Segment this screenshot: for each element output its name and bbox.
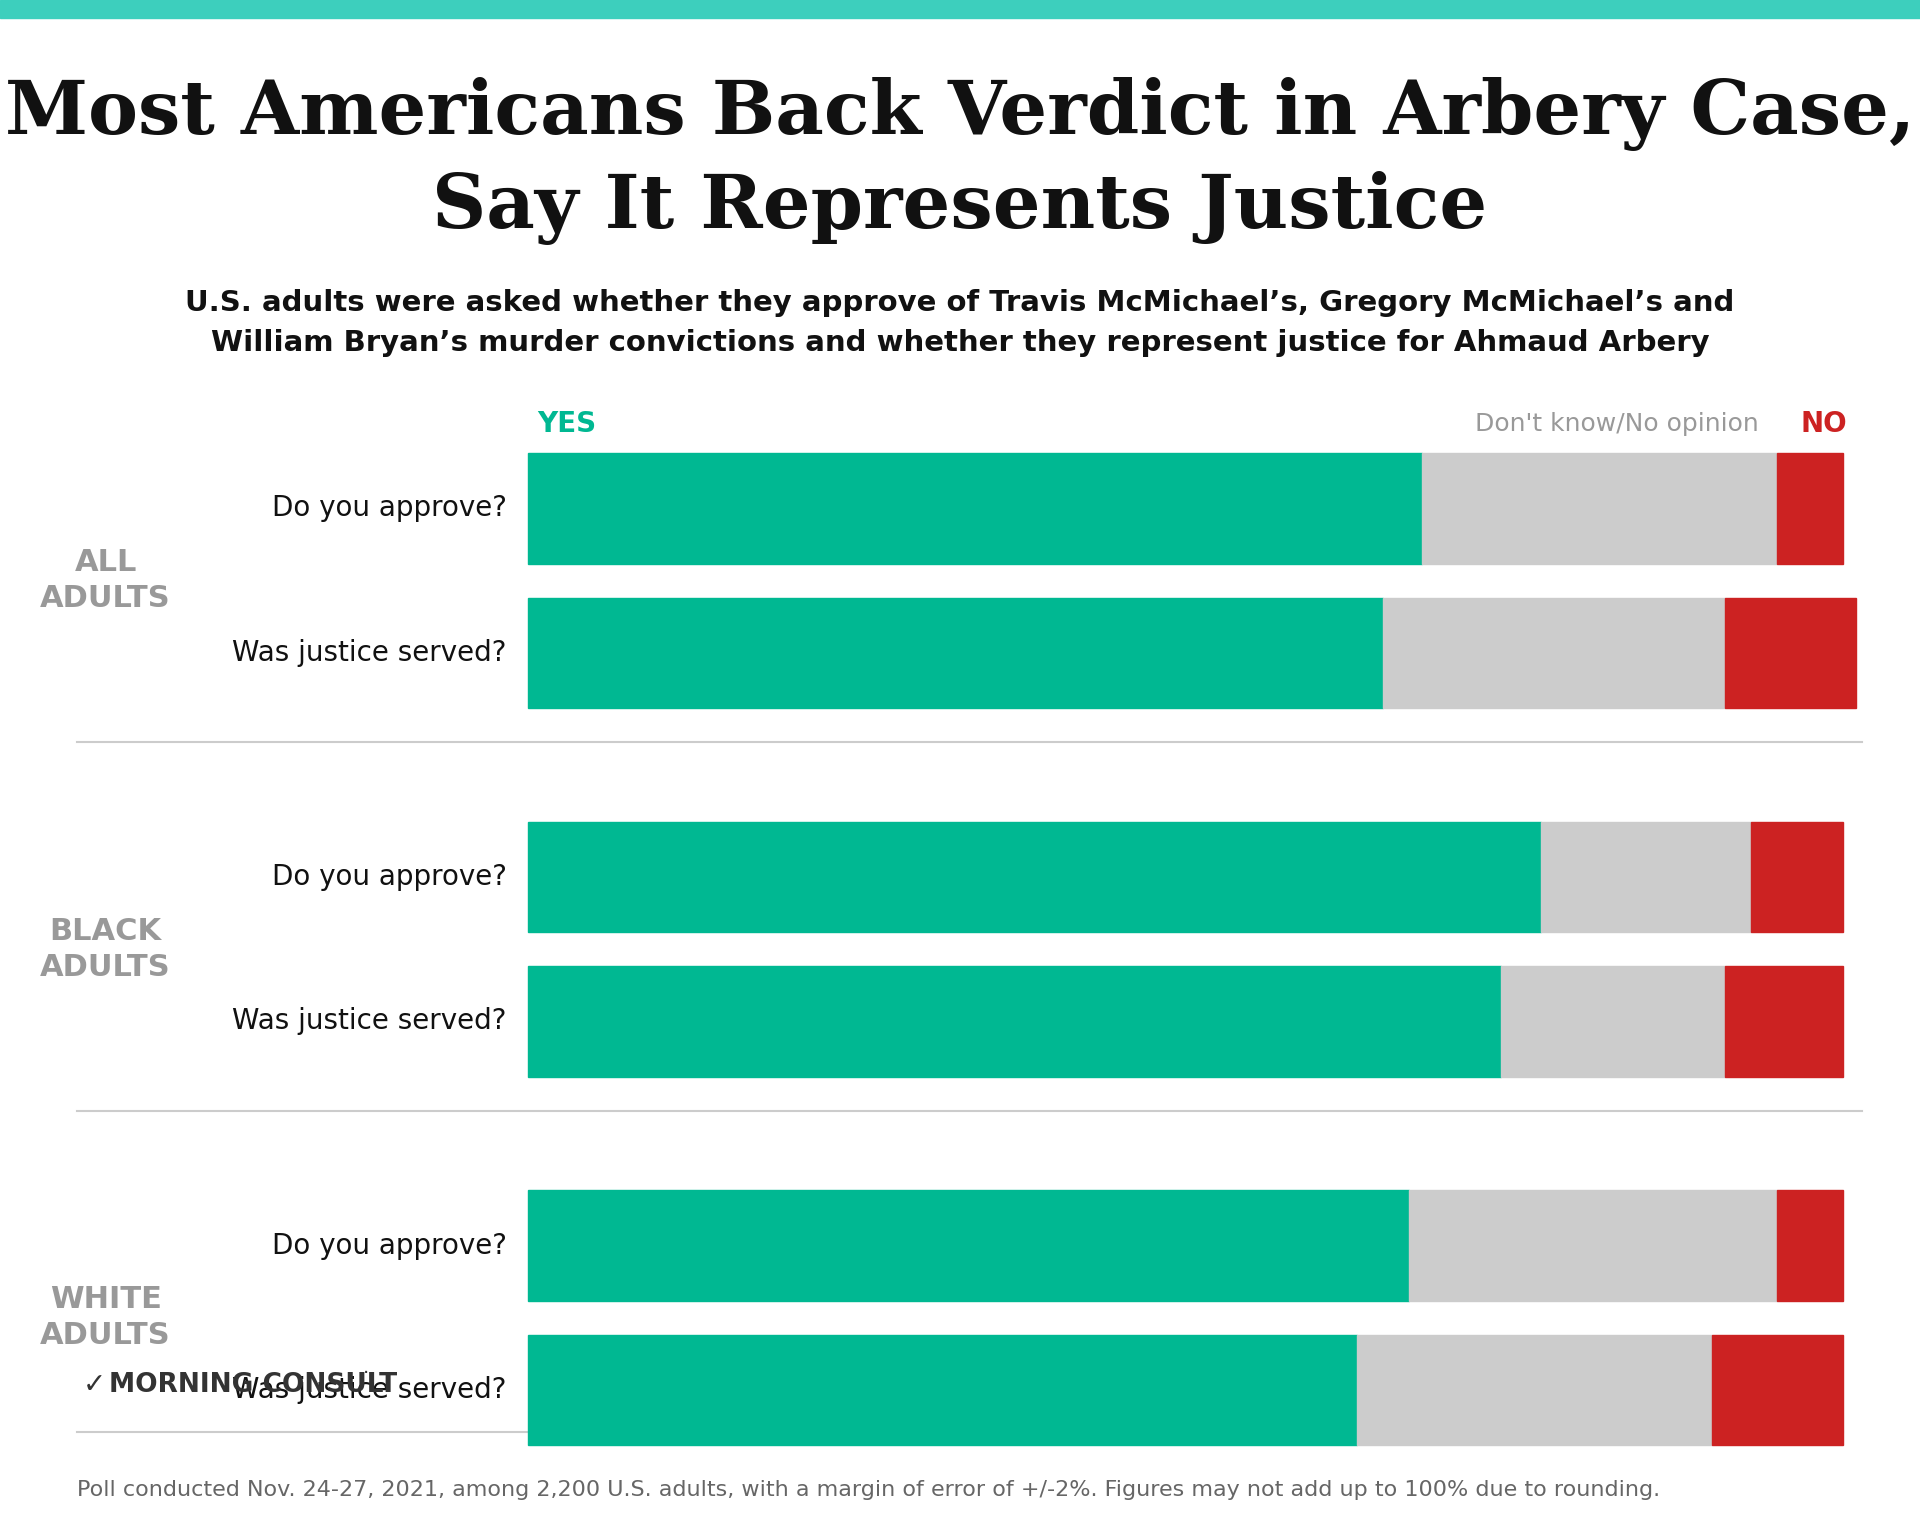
Bar (1711, 1335, 1843, 1445)
Text: 77%: 77% (989, 859, 1079, 895)
Text: 7%: 7% (1768, 860, 1826, 894)
Text: Most Americans Back Verdict in Arbery Case,
Say It Represents Justice: Most Americans Back Verdict in Arbery Ca… (6, 77, 1914, 246)
Text: Was justice served?: Was justice served? (232, 639, 507, 667)
Text: U.S. adults were asked whether they approve of Travis McMichael’s, Gregory McMic: U.S. adults were asked whether they appr… (186, 289, 1734, 356)
Text: Do you approve?: Do you approve? (273, 495, 507, 522)
Text: 9%: 9% (1755, 1005, 1814, 1038)
Text: 17%: 17% (1571, 1005, 1655, 1038)
Text: 27%: 27% (1492, 1373, 1576, 1407)
Text: WHITE
ADULTS: WHITE ADULTS (40, 1286, 171, 1350)
Bar (1751, 822, 1843, 932)
Text: 65%: 65% (910, 634, 1000, 671)
Bar (0, 0, 1920, 18)
Text: 26%: 26% (1513, 636, 1596, 670)
Bar (1724, 598, 1857, 708)
Bar (528, 453, 1423, 564)
Text: 68%: 68% (929, 490, 1020, 527)
Bar (1501, 966, 1724, 1077)
Bar (1724, 966, 1843, 1077)
Bar (1423, 453, 1778, 564)
Text: YES: YES (538, 410, 597, 438)
Text: 28%: 28% (1551, 1229, 1634, 1263)
Text: 5%: 5% (1782, 1229, 1839, 1263)
Bar (1409, 1190, 1778, 1301)
Bar (528, 1190, 1409, 1301)
Bar (528, 966, 1501, 1077)
Text: Don't know/No opinion: Don't know/No opinion (1475, 412, 1759, 436)
Text: Was justice served?: Was justice served? (232, 1008, 507, 1035)
Text: ·: · (363, 1364, 369, 1382)
Bar (528, 598, 1382, 708)
Text: MORNING CONSULT: MORNING CONSULT (109, 1373, 397, 1398)
Text: NO: NO (1801, 410, 1847, 438)
Bar (1357, 1335, 1711, 1445)
Text: 10%: 10% (1749, 636, 1832, 670)
Bar (528, 1335, 1357, 1445)
Text: 16%: 16% (1605, 860, 1688, 894)
Text: 67%: 67% (924, 1227, 1014, 1264)
Text: 63%: 63% (897, 1372, 987, 1409)
Text: BLACK
ADULTS: BLACK ADULTS (40, 917, 171, 982)
Text: 5%: 5% (1782, 492, 1839, 525)
Text: Do you approve?: Do you approve? (273, 1232, 507, 1260)
Text: Was justice served?: Was justice served? (232, 1376, 507, 1404)
Bar (528, 822, 1540, 932)
Bar (1778, 453, 1843, 564)
Bar (1382, 598, 1724, 708)
Bar (1778, 1190, 1843, 1301)
Text: Do you approve?: Do you approve? (273, 863, 507, 891)
Text: Poll conducted Nov. 24-27, 2021, among 2,200 U.S. adults, with a margin of error: Poll conducted Nov. 24-27, 2021, among 2… (77, 1479, 1661, 1501)
Text: ALL
ADULTS: ALL ADULTS (40, 548, 171, 613)
Text: 27%: 27% (1559, 492, 1642, 525)
Text: 74%: 74% (970, 1003, 1060, 1040)
Text: ✓: ✓ (83, 1372, 106, 1399)
Text: 10%: 10% (1736, 1373, 1818, 1407)
Bar (1540, 822, 1751, 932)
